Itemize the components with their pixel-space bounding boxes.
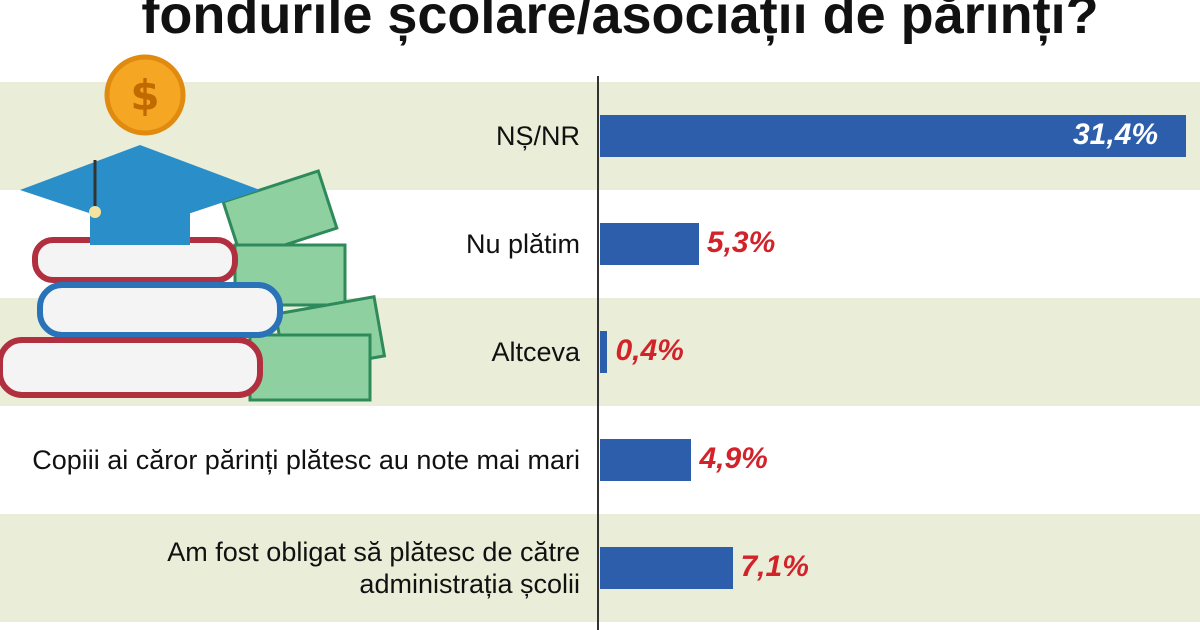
value-label: 4,9% [699,442,768,475]
bar [600,115,1186,157]
axis-line [597,76,599,630]
bar [600,547,733,589]
bar [600,223,699,265]
category-label: Copiii ai căror părinți plătesc au note … [32,445,580,475]
bar [600,439,692,481]
category-label: NȘ/NR [495,121,580,151]
category-label: Nu plătim [465,229,580,259]
svg-text:$: $ [130,71,159,120]
illustration: $ [0,54,387,402]
value-label: 0,4% [615,334,684,367]
value-label: 5,3% [706,226,776,259]
value-label: 7,1% [740,550,809,583]
category-label: Am fost obligat să plătesc de către admi… [167,537,580,599]
value-label: 31,4% [1073,118,1159,151]
bar [600,331,608,373]
chart-title: fondurile școlare/asociații de părinți? [141,0,1099,45]
category-label: Altceva [491,337,580,367]
